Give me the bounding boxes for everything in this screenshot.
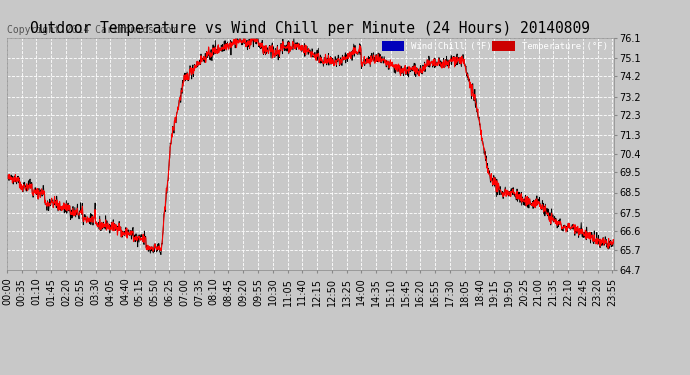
Temperature (°F) <box>539 203 547 208</box>
Wind Chill (°F) <box>123 233 131 237</box>
Temperature (°F) <box>149 249 157 254</box>
Temperature (°F) <box>249 32 257 36</box>
Wind Chill (°F) <box>206 58 215 62</box>
Temperature (°F) <box>3 175 11 179</box>
Title: Outdoor Temperature vs Wind Chill per Minute (24 Hours) 20140809: Outdoor Temperature vs Wind Chill per Mi… <box>30 21 591 36</box>
Temperature (°F) <box>610 240 618 244</box>
Wind Chill (°F) <box>157 252 165 257</box>
Temperature (°F) <box>138 237 146 242</box>
Wind Chill (°F) <box>248 33 257 37</box>
Wind Chill (°F) <box>406 69 414 74</box>
Wind Chill (°F) <box>138 233 146 237</box>
Temperature (°F) <box>406 65 414 70</box>
Line: Temperature (°F): Temperature (°F) <box>7 34 614 251</box>
Temperature (°F) <box>485 172 493 176</box>
Text: Copyright 2014 Cartronics.com: Copyright 2014 Cartronics.com <box>7 25 177 35</box>
Temperature (°F) <box>123 236 131 240</box>
Wind Chill (°F) <box>610 240 618 244</box>
Line: Wind Chill (°F): Wind Chill (°F) <box>7 35 614 255</box>
Wind Chill (°F) <box>485 168 493 173</box>
Wind Chill (°F) <box>3 173 11 178</box>
Wind Chill (°F) <box>539 205 547 210</box>
Legend: Wind Chill (°F), Temperature (°F): Wind Chill (°F), Temperature (°F) <box>380 40 609 53</box>
Temperature (°F) <box>206 55 215 60</box>
